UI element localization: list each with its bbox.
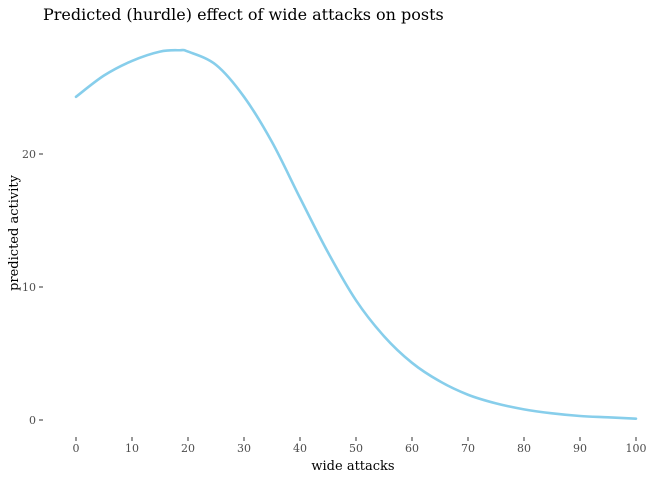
y-axis: 0 10 20 (22, 148, 43, 427)
x-tick-label-90: 90 (573, 442, 587, 455)
y-tick-label-10: 10 (22, 281, 36, 294)
y-tick-label-0: 0 (29, 414, 36, 427)
x-tick-label-50: 50 (349, 442, 363, 455)
plot-series (74, 48, 638, 420)
series-line-0 (74, 48, 638, 420)
x-tick-label-10: 10 (125, 442, 139, 455)
x-axis-label: wide attacks (311, 459, 394, 474)
x-tick-label-20: 20 (181, 442, 195, 455)
x-axis: 0 10 20 30 40 50 60 70 80 90 100 (73, 437, 647, 455)
y-tick-label-20: 20 (22, 148, 36, 161)
y-axis-label: predicted activity (7, 174, 22, 291)
x-tick-label-80: 80 (517, 442, 531, 455)
x-tick-label-100: 100 (626, 442, 647, 455)
x-tick-label-70: 70 (461, 442, 475, 455)
x-tick-label-60: 60 (405, 442, 419, 455)
x-tick-label-30: 30 (237, 442, 251, 455)
x-tick-label-40: 40 (293, 442, 307, 455)
chart-title: Predicted (hurdle) effect of wide attack… (43, 5, 444, 24)
x-tick-label-0: 0 (73, 442, 80, 455)
